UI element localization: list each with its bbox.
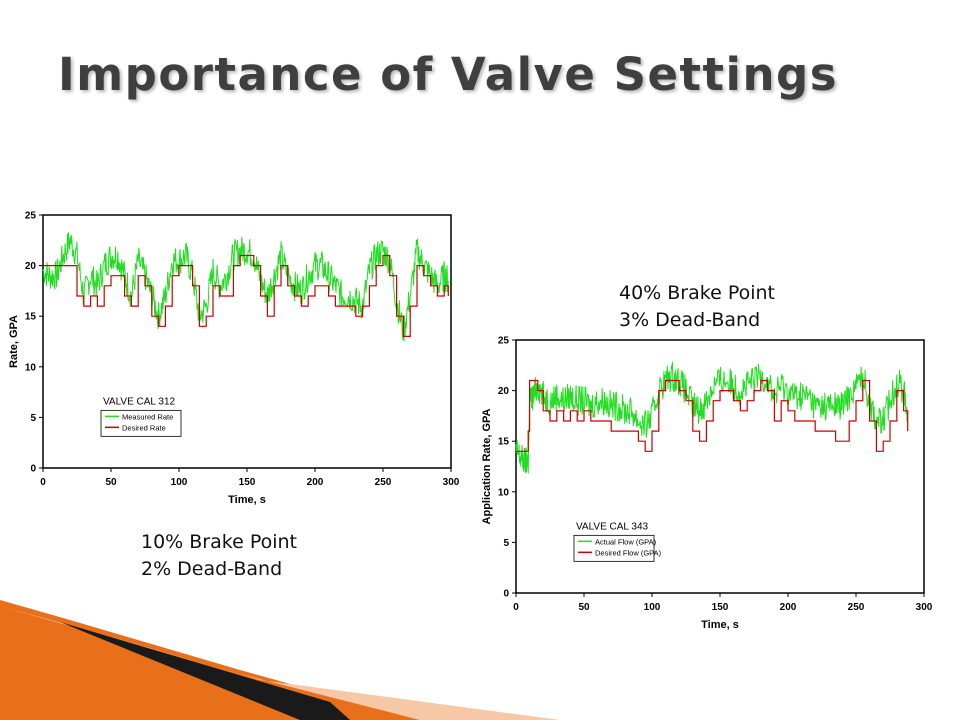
legend-title: VALVE CAL 312	[103, 396, 176, 407]
caption-left-line-1: 10% Brake Point	[141, 531, 297, 553]
caption-right-line-1: 40% Brake Point	[619, 282, 775, 304]
series-line-actual-flow-gpa-	[515, 361, 909, 474]
caption-right: 40% Brake Point 3% Dead-Band	[619, 280, 775, 334]
y-tick-label: 5	[503, 538, 509, 549]
y-tick-label: 0	[503, 589, 509, 600]
x-tick-label: 50	[105, 477, 117, 488]
series-line-desired-rate	[43, 254, 449, 337]
x-tick-label: 250	[848, 602, 865, 613]
y-axis-label: Rate, GPA	[8, 315, 20, 368]
x-tick-label: 0	[513, 602, 519, 613]
legend-entry: Measured Rate	[122, 412, 173, 421]
swoosh-orange	[0, 600, 420, 720]
x-tick-label: 200	[780, 602, 797, 613]
caption-left: 10% Brake Point 2% Dead-Band	[141, 529, 297, 583]
x-tick-label: 0	[40, 477, 46, 488]
x-axis-label: Time, s	[701, 619, 739, 631]
slide-title: Importance of Valve Settings	[58, 48, 838, 101]
y-axis-label: Application Rate, GPA	[481, 408, 493, 524]
series-line-measured-rate	[42, 232, 449, 342]
legend-entry: Desired Rate	[122, 423, 166, 432]
y-tick-label: 15	[25, 312, 37, 323]
caption-right-line-2: 3% Dead-Band	[619, 309, 761, 331]
series-line-desired-flow-gpa-	[516, 379, 909, 452]
y-tick-label: 20	[498, 386, 510, 397]
y-tick-label: 10	[498, 487, 510, 498]
legend-entry: Actual Flow (GPA)	[595, 537, 657, 546]
x-tick-label: 250	[375, 477, 392, 488]
x-tick-label: 100	[644, 602, 661, 613]
x-tick-label: 300	[916, 602, 933, 613]
x-tick-label: 200	[307, 477, 324, 488]
y-tick-label: 10	[25, 362, 37, 373]
y-tick-label: 5	[30, 413, 36, 424]
y-tick-label: 20	[25, 261, 37, 272]
legend-box	[573, 534, 655, 562]
caption-left-line-2: 2% Dead-Band	[141, 558, 283, 580]
legend-title: VALVE CAL 343	[576, 521, 649, 532]
x-axis-label: Time, s	[228, 494, 266, 506]
legend-entry: Desired Flow (GPA)	[595, 548, 662, 557]
swoosh-dark	[60, 622, 350, 720]
x-tick-label: 150	[239, 477, 256, 488]
decorative-arrow-swoosh	[0, 600, 560, 720]
y-tick-label: 25	[25, 211, 37, 222]
x-tick-label: 300	[443, 477, 460, 488]
y-tick-label: 0	[30, 464, 36, 475]
y-tick-label: 25	[498, 336, 510, 347]
x-tick-label: 50	[578, 602, 590, 613]
legend-box	[100, 409, 182, 437]
x-tick-label: 150	[712, 602, 729, 613]
y-tick-label: 15	[498, 437, 510, 448]
x-tick-label: 100	[171, 477, 188, 488]
